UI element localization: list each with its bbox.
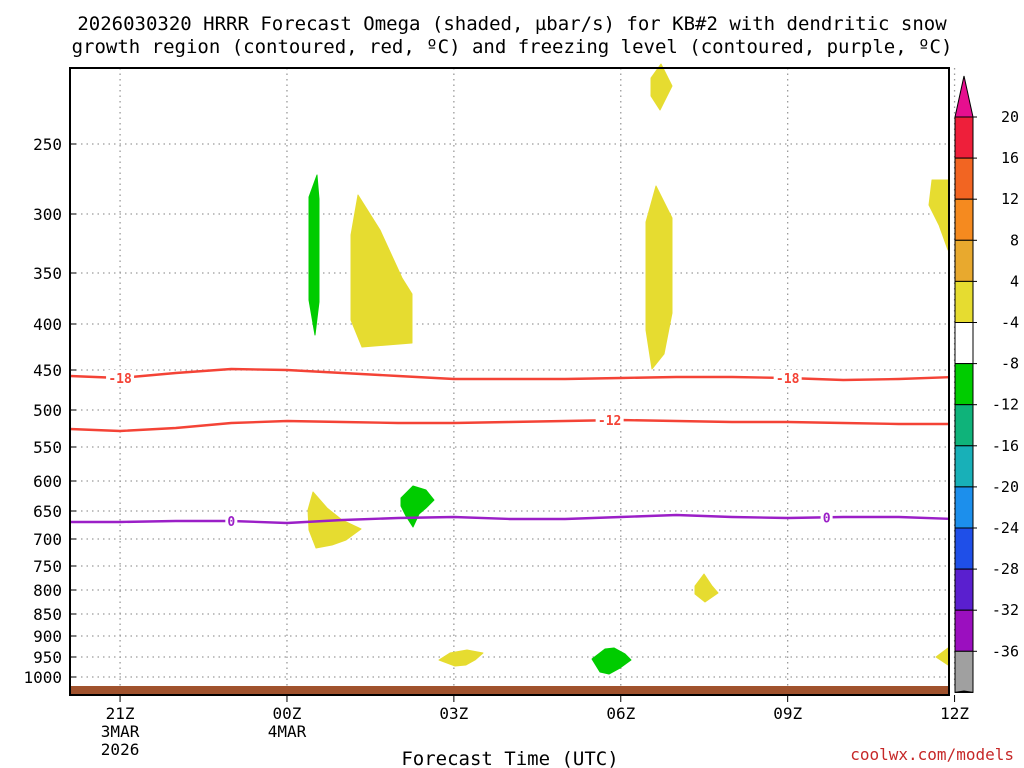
dgz-minus18-contour-line xyxy=(70,367,949,382)
y-tick-label: 600 xyxy=(33,472,62,491)
x-axis-label: Forecast Time (UTC) xyxy=(401,748,618,768)
y-tick-label: 800 xyxy=(33,581,62,600)
plot-background xyxy=(70,68,949,695)
omega-neg-c-region xyxy=(591,647,632,675)
colorbar-top-arrow xyxy=(954,75,974,118)
colorbar-swatch xyxy=(954,568,974,611)
colorbar-swatch xyxy=(954,280,974,323)
colorbar-swatch xyxy=(954,486,974,529)
temperature-contours: -18 -18 -12 0 0 xyxy=(70,367,949,530)
contour-label-bg xyxy=(820,509,833,526)
colorbar-tick-label: -32 xyxy=(992,601,1019,619)
colorbar-tick-label: -16 xyxy=(992,437,1019,455)
x-tick-label: 00Z xyxy=(273,704,302,723)
plot-area: -18 -18 -12 0 0 xyxy=(69,63,956,696)
y-tick-label: 250 xyxy=(33,135,62,154)
chart-title-line-2: growth region (contoured, red, ºC) and f… xyxy=(72,36,953,58)
chart-title-line-1: 2026030320 HRRR Forecast Omega (shaded, … xyxy=(77,13,947,35)
omega-pos-f-region xyxy=(694,573,719,603)
contour-label-bg xyxy=(595,412,624,429)
y-axis-pressure-ticks: 250 300 350 400 450 500 550 600 650 700 750 800 850 9… xyxy=(23,135,76,687)
ground-surface-bar xyxy=(70,686,949,695)
y-tick-label: 300 xyxy=(33,205,62,224)
colorbar-bottom-arrow xyxy=(954,690,974,693)
colorbar-swatch xyxy=(954,322,974,365)
colorbar-tick-label: 16 xyxy=(1001,149,1019,167)
omega-neg-a-region xyxy=(308,174,320,336)
y-tick-label: 950 xyxy=(33,648,62,667)
colorbar-tick-label: -36 xyxy=(992,642,1019,660)
y-tick-label: 350 xyxy=(33,264,62,283)
colorbar-swatch xyxy=(954,198,974,241)
y-tick-label: 500 xyxy=(33,401,62,420)
colorbar-swatch xyxy=(954,650,974,693)
y-tick-label: 650 xyxy=(33,502,62,521)
omega-pos-c-region xyxy=(645,185,673,370)
contour-label: -18 xyxy=(776,372,800,387)
colorbar-tick-label: 4 xyxy=(1010,272,1019,290)
x-tick-label: 03Z xyxy=(439,704,468,723)
dgz-minus12-contour-line xyxy=(70,418,949,433)
x-tick-label: 21Z xyxy=(106,704,135,723)
colorbar-tick-label: -12 xyxy=(992,396,1019,414)
plot-frame xyxy=(69,67,950,696)
colorbar-swatch xyxy=(954,609,974,652)
omega-pos-a-region xyxy=(350,194,413,348)
colorbar-tick-label: -4 xyxy=(1001,314,1019,332)
contour-label-bg xyxy=(773,370,802,386)
colorbar-swatch xyxy=(954,157,974,200)
x-tick-label: 4MAR xyxy=(268,722,307,741)
colorbar-tick-label: -20 xyxy=(992,478,1019,496)
colorbar-tick-label: -28 xyxy=(992,560,1019,578)
site-credit: coolwx.com/models xyxy=(850,745,1014,764)
omega-pos-g-region xyxy=(438,649,484,667)
omega-pos-b-region xyxy=(650,63,673,111)
x-tick-label: 09Z xyxy=(773,704,802,723)
colorbar: 20 16 12 8 4 -4 -8 -12 -16 -20 -24 -28 -32 -36 xyxy=(954,75,1019,693)
y-tick-label: 900 xyxy=(33,627,62,646)
y-tick-label: 700 xyxy=(33,530,62,549)
colorbar-tick-label: -8 xyxy=(1001,355,1019,373)
contour-label: 0 xyxy=(823,511,831,526)
omega-shading xyxy=(307,63,949,675)
y-tick-label: 1000 xyxy=(23,668,62,687)
colorbar-swatch xyxy=(954,116,974,159)
x-tick-label: 12Z xyxy=(940,704,969,723)
colorbar-tick-label: 12 xyxy=(1001,190,1019,208)
colorbar-swatch xyxy=(954,527,974,570)
colorbar-swatch xyxy=(954,404,974,447)
x-tick-label: 3MAR xyxy=(101,722,140,741)
colorbar-tick-label: 20 xyxy=(1001,108,1019,126)
freezing-level-contour-line xyxy=(70,513,949,525)
contour-label: 0 xyxy=(227,515,235,530)
x-tick-label: 2026 xyxy=(101,740,140,759)
colorbar-swatch xyxy=(954,239,974,282)
contour-label: -12 xyxy=(598,414,621,429)
contour-label-bg xyxy=(225,513,238,529)
y-tick-label: 450 xyxy=(33,361,62,380)
colorbar-tick-label: 8 xyxy=(1010,231,1019,249)
y-tick-label: 850 xyxy=(33,605,62,624)
contour-label-bg xyxy=(106,370,135,386)
colorbar-tick-label: -24 xyxy=(992,519,1019,537)
y-tick-label: 550 xyxy=(33,438,62,457)
y-tick-label: 750 xyxy=(33,557,62,576)
contour-label: -18 xyxy=(108,372,132,387)
colorbar-swatch xyxy=(954,445,974,488)
x-tick-label: 06Z xyxy=(606,704,635,723)
colorbar-swatch xyxy=(954,363,974,406)
y-tick-label: 400 xyxy=(33,315,62,334)
